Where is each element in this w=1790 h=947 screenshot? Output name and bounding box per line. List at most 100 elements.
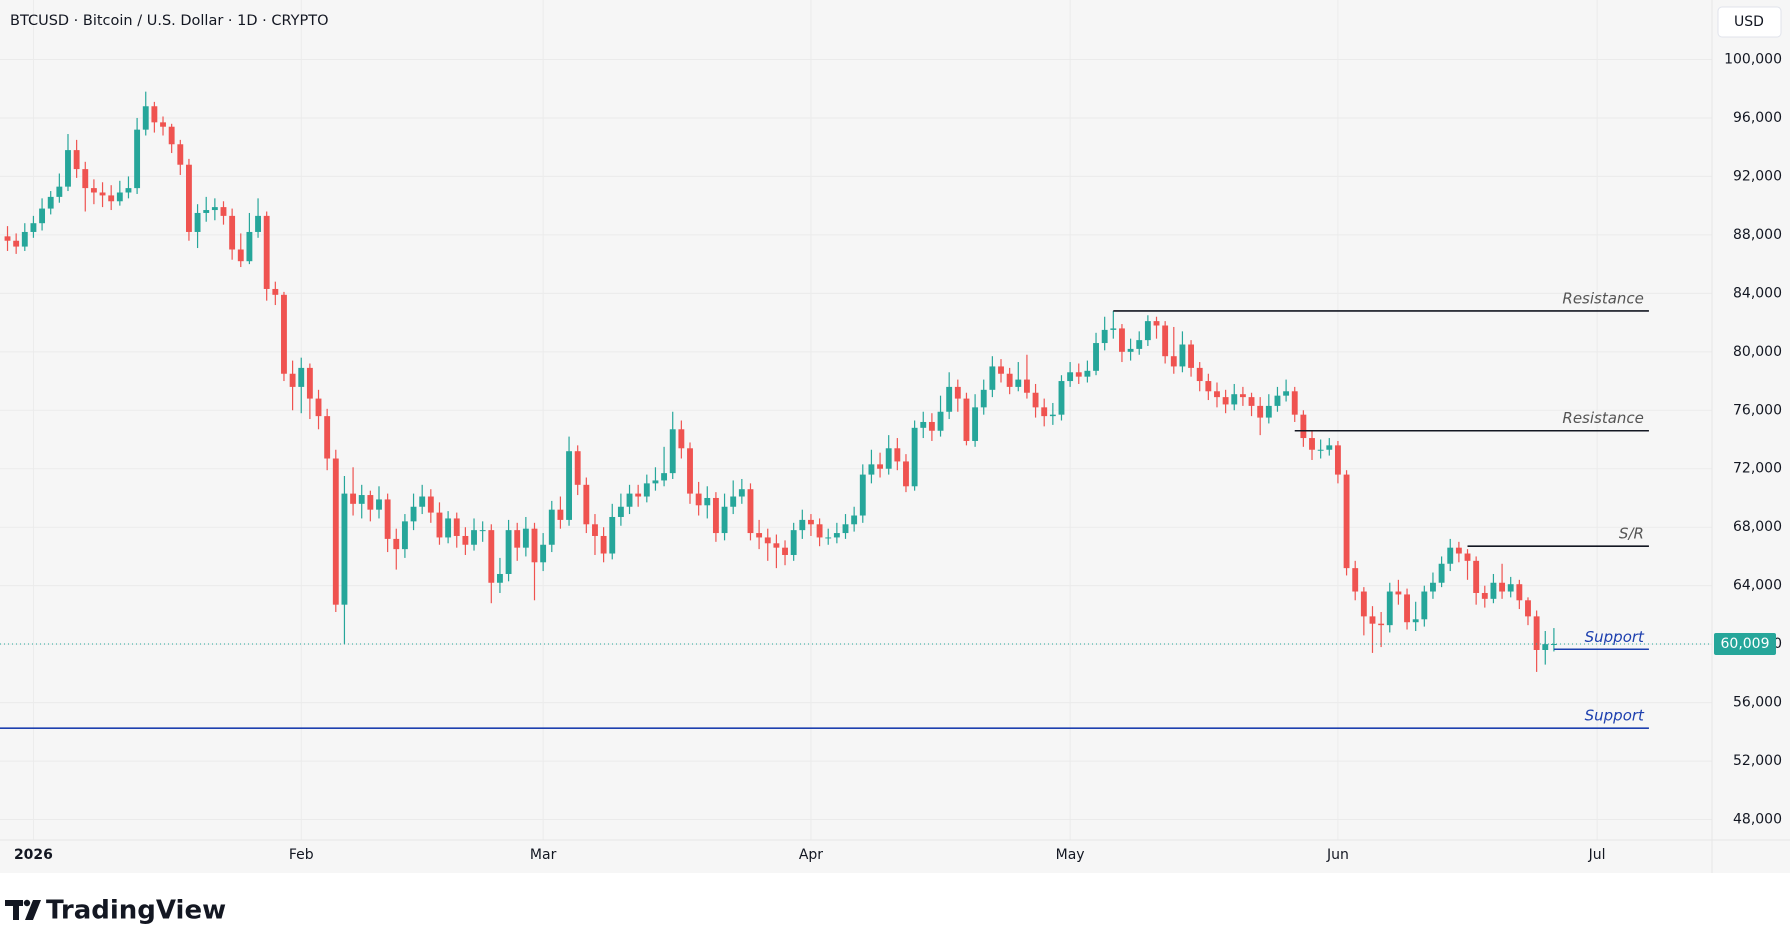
candle-body: [1438, 563, 1445, 583]
candle-body: [350, 493, 357, 504]
candle-body: [756, 533, 763, 538]
candle-body: [1222, 397, 1229, 405]
y-tick-label: 92,000: [1733, 168, 1782, 184]
grid: [0, 0, 1712, 840]
candle-body: [1075, 372, 1082, 377]
candle-body: [324, 416, 331, 459]
candle-body: [911, 427, 918, 487]
candle-body: [168, 126, 175, 145]
candle-body: [1300, 414, 1307, 439]
candle-body: [1119, 328, 1125, 352]
candle-body: [116, 192, 123, 202]
candle-body: [1265, 405, 1272, 418]
last-price-label: 60,009: [1721, 636, 1770, 652]
candle-body: [1516, 584, 1523, 601]
candle-body: [479, 530, 486, 532]
candle-body: [1317, 449, 1324, 451]
candle-body: [246, 231, 253, 262]
level-label: Resistance: [1562, 289, 1644, 307]
y-tick-label: 56,000: [1733, 695, 1782, 711]
candle-body: [203, 210, 210, 213]
candle-body: [1386, 591, 1393, 626]
candle-body: [90, 188, 97, 193]
candle-body: [108, 195, 115, 202]
candle-body: [833, 533, 840, 538]
candle-body: [652, 480, 659, 484]
candle-body: [972, 407, 979, 441]
candle-body: [1110, 328, 1117, 330]
candle-body: [1084, 370, 1091, 377]
currency-label[interactable]: USD: [1734, 14, 1764, 30]
chart-background: [0, 0, 1790, 873]
candle-body: [229, 215, 236, 250]
candle-body: [937, 411, 944, 431]
candle-body: [185, 164, 192, 232]
candle-body: [1144, 321, 1151, 341]
y-tick-label: 68,000: [1733, 519, 1782, 535]
candle-body: [903, 461, 909, 487]
candle-body: [4, 236, 11, 241]
candle-body: [462, 535, 469, 545]
candle-body: [237, 249, 244, 262]
candle-body: [1430, 582, 1436, 592]
candle-body: [1248, 397, 1255, 406]
candle-body: [39, 208, 46, 224]
candle-body: [1352, 568, 1359, 592]
candle-body: [842, 524, 849, 534]
candle-body: [1127, 348, 1134, 352]
candle-body: [497, 573, 503, 583]
level-label: Resistance: [1562, 409, 1644, 427]
candle-body: [557, 509, 564, 520]
candle-body: [928, 421, 935, 431]
candle-body: [1283, 391, 1290, 396]
logo-slant: [25, 900, 41, 920]
candle-body: [376, 499, 382, 510]
candle-body: [1101, 329, 1108, 344]
last-price-badge: [1714, 633, 1776, 656]
candle-body: [782, 547, 788, 555]
candle-body: [445, 518, 452, 538]
currency-button[interactable]: [1717, 6, 1782, 38]
candle-body: [341, 493, 348, 605]
candle-body: [427, 496, 434, 513]
candle-body: [730, 496, 737, 507]
candle-body: [522, 528, 529, 548]
candle-body: [436, 512, 443, 538]
candle-body: [401, 521, 408, 550]
level-label: Support: [1585, 707, 1645, 725]
candle-body: [1378, 623, 1385, 626]
candle-body: [220, 207, 227, 216]
candle-body: [747, 489, 754, 534]
candle-body: [358, 495, 365, 504]
candle-body: [1214, 391, 1220, 398]
candle-body: [289, 373, 296, 387]
candle-body: [306, 367, 313, 399]
candle-body: [1188, 344, 1195, 368]
brand-logo: [5, 899, 41, 920]
candle-body: [73, 150, 80, 170]
candle-body: [488, 530, 495, 583]
candle-body: [65, 150, 71, 187]
candle-body: [574, 451, 581, 485]
level-label: Support: [1585, 628, 1645, 646]
candle-body: [946, 386, 953, 412]
candle-body: [1041, 407, 1048, 417]
y-tick-label: 84,000: [1733, 285, 1782, 301]
candle-body: [142, 106, 149, 130]
candle-body: [592, 524, 598, 536]
candle-body: [1257, 405, 1264, 418]
candle-body: [1533, 616, 1540, 650]
candle-body: [125, 188, 132, 193]
candle-body: [816, 524, 823, 538]
candle-body: [471, 530, 477, 545]
candle-body: [894, 448, 901, 462]
candle-body: [980, 389, 987, 408]
candle-body: [825, 537, 832, 539]
candle-body: [669, 429, 676, 474]
candle-body: [790, 530, 797, 555]
y-tick-label: 64,000: [1733, 578, 1782, 594]
candle-body: [1421, 591, 1428, 620]
y-tick-label: 76,000: [1733, 402, 1782, 418]
candle-body: [99, 192, 106, 196]
